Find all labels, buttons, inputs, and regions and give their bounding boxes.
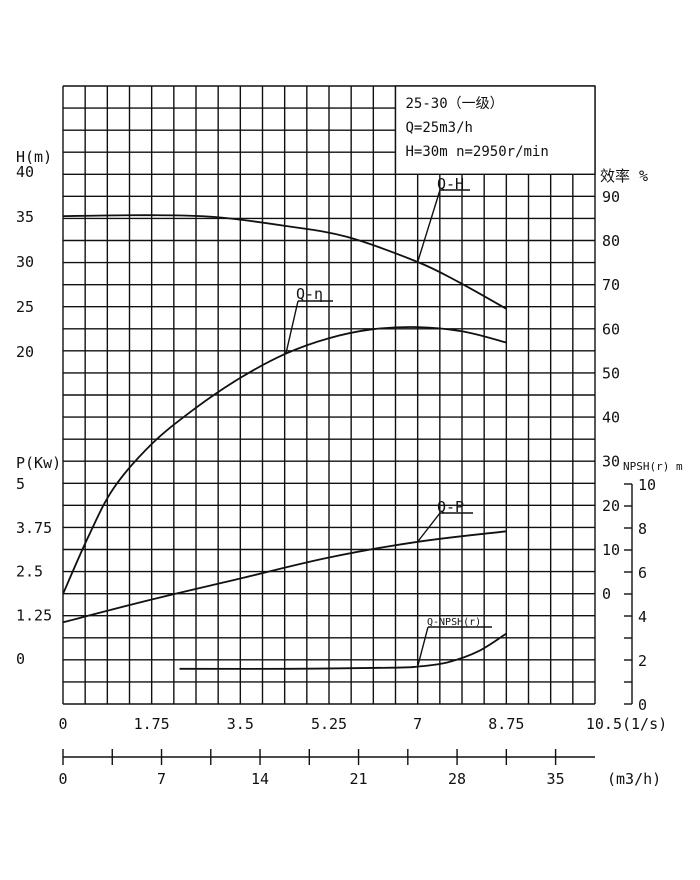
efficiency-tick-label: 90 xyxy=(602,188,620,206)
legend-line: Q=25m3/h xyxy=(406,120,473,136)
efficiency-tick-label: 30 xyxy=(602,453,620,471)
series-label-q-h: Q-H xyxy=(437,175,464,193)
efficiency-tick-label: 80 xyxy=(602,232,620,250)
head-tick-label: 35 xyxy=(16,208,34,226)
series-label-q-p: Q-P xyxy=(437,498,464,516)
power-tick-label: 1.25 xyxy=(16,606,52,624)
chart-legend: 25-30（一级） Q=25m3/h H=30m n=2950r/min xyxy=(394,85,596,175)
npsh-tick-label: 6 xyxy=(638,564,647,582)
x-axis-unit: (1/s) xyxy=(622,715,667,733)
curve-q-npsh-r xyxy=(179,632,507,670)
head-axis-unit: H(m) xyxy=(16,148,52,166)
leader-q xyxy=(285,300,299,354)
npsh-tick-label: 4 xyxy=(638,608,647,626)
power-tick-label: 2.5 xyxy=(16,563,43,581)
efficiency-axis-unit: 效率 % xyxy=(600,167,648,185)
series-label-q-npsh-r: Q-NPSH(r) xyxy=(427,617,481,628)
legend-line: H=30m n=2950r/min xyxy=(406,144,549,160)
efficiency-tick-label: 40 xyxy=(602,409,620,427)
leader-q-h xyxy=(416,189,441,263)
npsh-tick-label: 2 xyxy=(638,652,647,670)
efficiency-tick-label: 50 xyxy=(602,364,620,382)
chart-curves xyxy=(62,214,507,670)
head-tick-label: 40 xyxy=(16,163,34,181)
x2-tick-label: 21 xyxy=(350,770,368,788)
efficiency-tick-label: 70 xyxy=(602,276,620,294)
chart-axes: 0 1.75 3.5 5.25 7 8.75 10.5 (1/s)0 7 14 21 28 35 (m3/… xyxy=(16,148,683,788)
chart-labels: Q-H Q-η Q-P Q-NPSH(r) xyxy=(285,175,492,667)
x2-tick-label: 28 xyxy=(448,770,466,788)
legend-box xyxy=(394,85,596,175)
chart-grid xyxy=(62,85,596,705)
npsh-tick-label: 10 xyxy=(638,476,656,494)
npsh-tick-label: 8 xyxy=(638,520,647,538)
head-tick-label: 30 xyxy=(16,253,34,271)
x2-axis-unit: (m3/h) xyxy=(607,770,661,788)
head-tick-label: 20 xyxy=(16,343,34,361)
x-tick-label: 1.75 xyxy=(134,715,170,733)
power-tick-label: 5 xyxy=(16,475,25,493)
efficiency-tick-label: 60 xyxy=(602,320,620,338)
x2-tick-label: 35 xyxy=(547,770,565,788)
efficiency-tick-label: 20 xyxy=(602,497,620,515)
x2-tick-label: 0 xyxy=(58,770,67,788)
power-tick-label: 0 xyxy=(16,650,25,668)
efficiency-tick-label: 10 xyxy=(602,541,620,559)
x-tick-label: 5.25 xyxy=(311,715,347,733)
leader-q-npsh-r xyxy=(416,626,429,667)
leader-q-p xyxy=(417,512,441,543)
x-tick-label: 0 xyxy=(58,715,67,733)
x2-tick-label: 14 xyxy=(251,770,269,788)
power-axis-unit: P(Kw) xyxy=(16,454,61,472)
legend-line: 25-30（一级） xyxy=(406,96,504,112)
x-tick-label: 8.75 xyxy=(488,715,524,733)
curve-q-p xyxy=(62,530,507,624)
head-tick-label: 25 xyxy=(16,298,34,316)
npsh-axis-unit: NPSH(r) m xyxy=(623,460,683,473)
x-tick-label: 3.5 xyxy=(227,715,254,733)
series-label-q: Q-η xyxy=(296,285,323,303)
power-tick-label: 3.75 xyxy=(16,519,52,537)
x-tick-label: 10.5 xyxy=(586,715,622,733)
curve-q-h xyxy=(62,214,507,310)
efficiency-tick-label: 0 xyxy=(602,585,611,603)
curve-q xyxy=(62,326,507,595)
x-tick-label: 7 xyxy=(413,715,422,733)
x2-tick-label: 7 xyxy=(157,770,166,788)
npsh-tick-label: 0 xyxy=(638,696,647,714)
